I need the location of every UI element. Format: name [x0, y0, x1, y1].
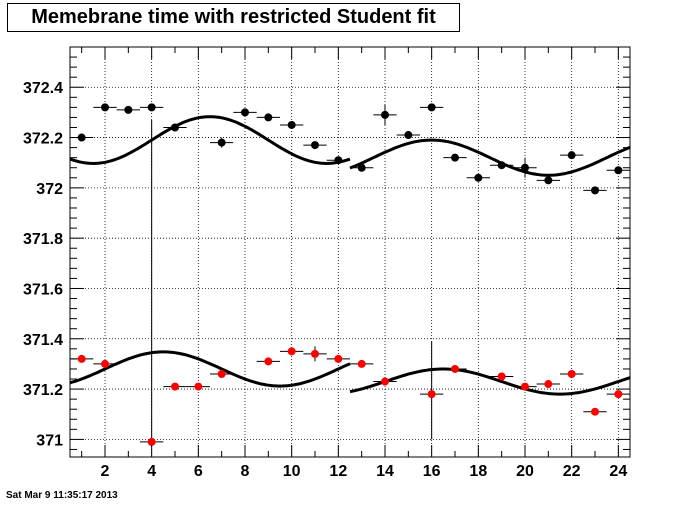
data-point	[77, 354, 86, 363]
data-point	[614, 166, 623, 175]
data-point	[591, 186, 599, 195]
data-point	[544, 380, 553, 389]
data-points	[77, 103, 623, 446]
data-point	[567, 151, 576, 160]
y-tick-label: 372.4	[23, 80, 63, 97]
data-point	[101, 103, 109, 112]
data-point	[521, 163, 529, 172]
fit-curves	[69, 115, 631, 396]
data-point	[334, 156, 343, 165]
y-tick-label: 371	[36, 432, 63, 449]
plot-frame	[69, 46, 631, 458]
fit-curve	[349, 367, 631, 396]
data-point	[287, 347, 296, 356]
data-point	[241, 108, 249, 117]
data-point	[544, 176, 553, 185]
data-point	[357, 163, 366, 172]
timestamp: Sat Mar 9 11:35:17 2013	[6, 490, 118, 501]
data-point	[101, 359, 109, 368]
x-tick-label: 8	[241, 463, 250, 480]
data-point	[497, 161, 506, 170]
data-point	[614, 390, 623, 399]
data-point	[451, 153, 459, 162]
data-point	[591, 407, 599, 416]
data-point	[311, 141, 319, 150]
data-point	[147, 437, 156, 446]
fit-curve	[349, 138, 631, 177]
y-tick-label: 372	[36, 181, 63, 198]
data-point	[381, 110, 389, 119]
fit-curve	[69, 350, 351, 388]
x-tick-label: 12	[329, 463, 347, 480]
data-point	[264, 357, 273, 366]
x-tick-label: 2	[101, 463, 110, 480]
data-point	[404, 131, 413, 140]
data-point	[357, 359, 366, 368]
data-point	[217, 138, 226, 147]
data-point	[194, 382, 203, 391]
data-point	[217, 369, 226, 378]
x-tick-label: 18	[469, 463, 487, 480]
x-tick-label: 20	[516, 463, 534, 480]
axes: 2 4 6 8 10 12 14 16 18 20 22 24371371.2371.4371.637…	[23, 46, 631, 480]
grid	[70, 47, 630, 457]
data-point	[264, 113, 273, 122]
data-point	[427, 103, 436, 112]
chart-title: Memebrane time with restricted Student f…	[7, 3, 460, 32]
x-tick-label: 22	[563, 463, 581, 480]
y-tick-label: 371.2	[23, 382, 63, 399]
data-point	[497, 372, 506, 381]
x-tick-label: 10	[283, 463, 301, 480]
data-point	[171, 123, 179, 132]
y-tick-label: 371.6	[23, 281, 63, 298]
data-point	[474, 173, 483, 182]
x-tick-label: 4	[147, 463, 156, 480]
data-point	[311, 349, 319, 358]
data-point	[427, 390, 436, 399]
y-tick-label: 371.8	[23, 231, 63, 248]
x-tick-label: 6	[194, 463, 203, 480]
y-tick-label: 371.4	[23, 332, 63, 349]
data-point	[521, 382, 529, 391]
data-point	[334, 354, 343, 363]
fit-curve	[69, 115, 351, 166]
data-point	[567, 369, 576, 378]
x-tick-label: 16	[423, 463, 441, 480]
data-point	[381, 377, 389, 386]
x-tick-label: 14	[376, 463, 394, 480]
x-tick-label: 24	[609, 463, 627, 480]
data-point	[287, 120, 296, 129]
data-point	[147, 103, 156, 112]
y-tick-label: 372.2	[23, 131, 63, 148]
data-point	[124, 105, 133, 114]
data-point	[171, 382, 179, 391]
data-point	[451, 364, 459, 373]
